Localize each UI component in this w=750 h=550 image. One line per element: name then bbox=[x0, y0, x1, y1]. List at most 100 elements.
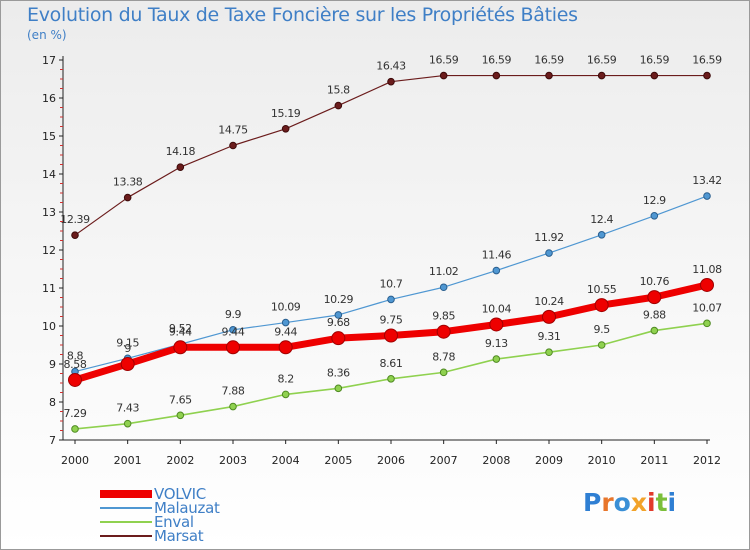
data-point-enval bbox=[439, 368, 448, 377]
x-tick-label: 2006 bbox=[377, 454, 405, 467]
data-point-marsat bbox=[545, 71, 553, 80]
legend-label-marsat: Marsat bbox=[154, 527, 204, 545]
y-tick-label: 17 bbox=[42, 54, 56, 67]
x-tick-label: 2012 bbox=[693, 454, 721, 467]
data-label-enval: 8.61 bbox=[380, 357, 403, 370]
data-label-malauzat: 11.46 bbox=[482, 249, 512, 262]
data-label-enval: 7.43 bbox=[116, 402, 139, 415]
data-label-malauzat: 9.15 bbox=[116, 336, 139, 349]
data-label-volvic: 9.44 bbox=[274, 325, 297, 338]
x-tick-label: 2011 bbox=[640, 454, 668, 467]
data-point-volvic bbox=[226, 340, 240, 355]
data-point-marsat bbox=[387, 77, 395, 86]
x-tick-label: 2009 bbox=[535, 454, 563, 467]
legend-item-malauzat[interactable]: Malauzat bbox=[100, 499, 220, 517]
data-label-malauzat: 10.29 bbox=[324, 293, 354, 306]
data-point-enval bbox=[334, 384, 343, 393]
data-point-malauzat bbox=[597, 231, 606, 239]
data-label-malauzat: 11.92 bbox=[534, 231, 564, 244]
data-label-volvic: 9.75 bbox=[380, 314, 403, 327]
data-labels: 12.39 13.38 14.18 14.75 15.19 15.8 16.43 16.59 1… bbox=[60, 54, 722, 420]
data-point-marsat bbox=[71, 231, 79, 239]
data-label-marsat: 15.8 bbox=[327, 84, 350, 97]
legend-item-enval[interactable]: Enval bbox=[100, 513, 194, 531]
data-point-enval bbox=[176, 411, 185, 420]
data-point-marsat bbox=[650, 71, 659, 80]
data-label-enval: 7.88 bbox=[222, 385, 245, 398]
data-point-enval bbox=[281, 390, 290, 399]
data-label-volvic: 9.85 bbox=[432, 310, 455, 323]
y-unit-label: (en %) bbox=[27, 28, 67, 42]
data-label-volvic: 10.55 bbox=[587, 283, 617, 296]
logo-letter: i bbox=[667, 488, 677, 517]
y-tick-label: 11 bbox=[42, 282, 56, 295]
data-label-marsat: 14.18 bbox=[166, 145, 196, 158]
x-tick-label: 2005 bbox=[324, 454, 352, 467]
data-point-marsat bbox=[439, 71, 448, 80]
data-label-enval: 8.36 bbox=[327, 366, 350, 379]
data-label-volvic: 11.08 bbox=[692, 263, 722, 276]
logo-letter: x bbox=[630, 488, 647, 517]
legend-item-marsat[interactable]: Marsat bbox=[100, 527, 204, 545]
data-label-enval: 9.88 bbox=[643, 309, 666, 322]
data-label-marsat: 13.38 bbox=[113, 176, 143, 189]
data-label-marsat: 16.59 bbox=[429, 54, 459, 67]
data-point-volvic bbox=[120, 357, 135, 371]
data-point-enval bbox=[650, 326, 659, 335]
data-point-volvic bbox=[68, 372, 82, 387]
data-label-malauzat: 8.8 bbox=[67, 350, 84, 363]
data-point-volvic bbox=[173, 340, 188, 355]
data-label-enval: 7.29 bbox=[64, 407, 87, 420]
data-label-marsat: 16.59 bbox=[534, 54, 564, 67]
legend-item-volvic[interactable]: VOLVIC bbox=[100, 485, 206, 503]
y-tick-label: 10 bbox=[42, 320, 56, 333]
data-label-enval: 9.13 bbox=[485, 337, 508, 350]
data-point-malauzat bbox=[334, 311, 343, 319]
data-label-malauzat: 13.42 bbox=[692, 174, 722, 187]
data-point-marsat bbox=[703, 71, 711, 80]
data-label-malauzat: 10.09 bbox=[271, 301, 301, 314]
data-label-marsat: 16.59 bbox=[692, 54, 722, 67]
data-point-marsat bbox=[597, 71, 606, 80]
data-point-malauzat bbox=[545, 249, 553, 257]
data-label-enval: 10.07 bbox=[692, 301, 722, 314]
data-label-volvic: 8.58 bbox=[64, 358, 87, 371]
data-point-volvic bbox=[384, 328, 398, 343]
data-label-volvic: 10.24 bbox=[534, 295, 564, 308]
x-tick-label: 2002 bbox=[166, 454, 194, 467]
data-label-marsat: 15.19 bbox=[271, 107, 301, 120]
x-tick-label: 2008 bbox=[482, 454, 510, 467]
data-label-malauzat: 11.02 bbox=[429, 265, 459, 278]
data-point-enval bbox=[492, 355, 501, 363]
data-point-malauzat bbox=[492, 266, 501, 275]
x-tick-label: 2000 bbox=[61, 454, 89, 467]
data-label-malauzat: 12.4 bbox=[590, 213, 613, 226]
legend-swatch-volvic bbox=[100, 490, 152, 498]
data-point-volvic bbox=[542, 309, 556, 324]
data-label-malauzat: 12.9 bbox=[643, 194, 666, 207]
data-point-volvic bbox=[436, 324, 451, 339]
x-tick-label: 2001 bbox=[114, 454, 142, 467]
logo-letter: P bbox=[583, 488, 602, 517]
data-label-enval: 8.78 bbox=[432, 350, 455, 363]
x-tick-label: 2007 bbox=[430, 454, 458, 467]
data-point-marsat bbox=[229, 141, 237, 150]
data-point-malauzat bbox=[439, 283, 448, 292]
data-point-marsat bbox=[176, 163, 185, 171]
data-point-enval bbox=[123, 419, 132, 428]
data-point-malauzat bbox=[387, 295, 395, 304]
data-label-enval: 7.65 bbox=[169, 393, 192, 406]
data-label-enval: 9.5 bbox=[594, 323, 611, 336]
y-tick-label: 9 bbox=[49, 358, 56, 371]
data-point-enval bbox=[597, 341, 606, 349]
data-label-malauzat: 9.52 bbox=[169, 322, 192, 335]
data-point-volvic bbox=[278, 340, 293, 355]
data-label-malauzat: 9.9 bbox=[225, 308, 242, 321]
data-point-volvic bbox=[700, 277, 714, 292]
data-point-enval bbox=[387, 375, 395, 383]
data-point-malauzat bbox=[650, 212, 659, 220]
y-tick-label: 15 bbox=[42, 130, 56, 143]
data-point-malauzat bbox=[703, 192, 711, 200]
data-point-malauzat bbox=[281, 318, 290, 327]
